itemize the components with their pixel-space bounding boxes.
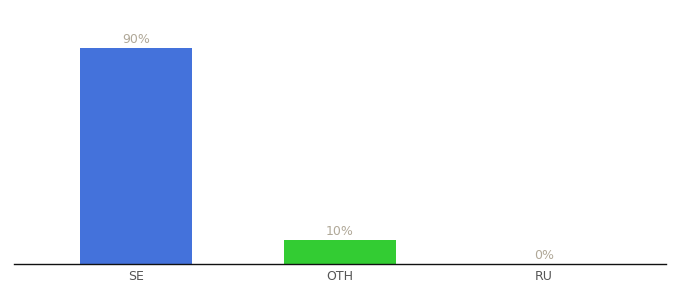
Text: 0%: 0% (534, 249, 554, 262)
Bar (80, 48, 192, 264)
Text: 90%: 90% (122, 33, 150, 46)
Text: 10%: 10% (326, 225, 354, 238)
Bar (284, 240, 396, 264)
